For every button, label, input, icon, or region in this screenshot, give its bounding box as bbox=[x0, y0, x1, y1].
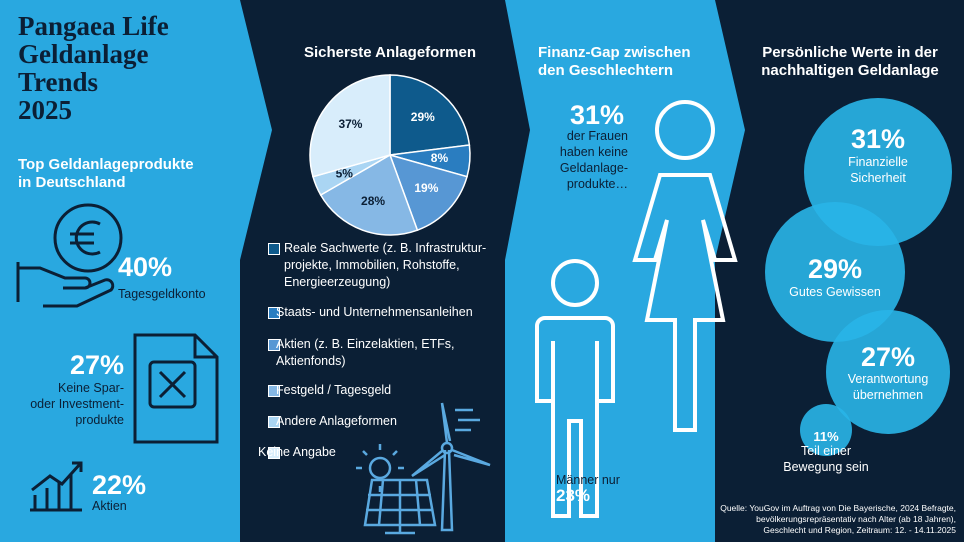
legend-swatch bbox=[268, 385, 280, 397]
stat-label: Teil einer Bewegung sein bbox=[783, 444, 869, 474]
legend-label: Staats- und Unternehmensanleihen bbox=[276, 305, 473, 319]
stat-value: 40% bbox=[118, 252, 173, 282]
pie-slice bbox=[389, 74, 471, 156]
stat-value: 31% bbox=[570, 100, 625, 130]
value-circles bbox=[765, 98, 952, 456]
slice-label: 29% bbox=[411, 110, 435, 124]
stat-value: 22% bbox=[92, 470, 147, 500]
panel-gap bbox=[505, 0, 745, 542]
stat-value: 29% bbox=[807, 254, 863, 284]
stat-value: 11% bbox=[813, 429, 839, 444]
slice-label: 8% bbox=[431, 151, 449, 165]
legend-label: Keine Angabe bbox=[258, 445, 336, 459]
stat-label: Gutes Gewissen bbox=[789, 285, 881, 299]
stat-label: Aktien bbox=[92, 499, 127, 513]
pie-slice bbox=[319, 153, 419, 236]
slice-label: 37% bbox=[338, 117, 362, 131]
growth-icon bbox=[30, 461, 83, 512]
section-title: Persönliche Werte in der nachhaltigen Ge… bbox=[761, 44, 939, 79]
stat-label: Tagesgeldkonto bbox=[118, 287, 206, 301]
stat-label: Männer nur bbox=[556, 473, 620, 487]
chart-title: Sicherste Anlageformen bbox=[304, 44, 476, 61]
legend-swatch bbox=[268, 416, 280, 428]
legend-swatch bbox=[268, 307, 280, 319]
pie-slice bbox=[309, 74, 391, 178]
document-icon bbox=[133, 333, 219, 444]
man-icon bbox=[535, 259, 615, 518]
legend-label: Reale Sachwerte (z. B. Infrastruktur- pr… bbox=[284, 241, 487, 289]
legend-label: Andere Anlageformen bbox=[276, 414, 397, 428]
pie-slice bbox=[388, 153, 468, 232]
legend-swatch bbox=[268, 339, 280, 351]
source-note: Quelle: YouGov im Auftrag von Die Bayeri… bbox=[720, 503, 956, 535]
euro-icon bbox=[16, 203, 123, 308]
legend-label: Festgeld / Tagesgeld bbox=[276, 383, 392, 397]
value-circle bbox=[765, 202, 905, 342]
section-title: Finanz-Gap zwischen den Geschlechtern bbox=[538, 44, 691, 79]
section-title: Top Geldanlageprodukte in Deutschland bbox=[18, 156, 194, 191]
stat-value: 27% bbox=[860, 342, 916, 372]
slice-label: 5% bbox=[336, 166, 354, 180]
value-circle bbox=[826, 310, 950, 434]
woman-icon bbox=[632, 100, 738, 432]
stat-value: 27% bbox=[69, 350, 124, 380]
legend-swatch bbox=[268, 447, 280, 459]
stat-label: Keine Spar- oder Investment- produkte bbox=[30, 381, 124, 427]
legend-swatch bbox=[268, 243, 280, 255]
legend-label: Aktien (z. B. Einzelaktien, ETFs, Aktien… bbox=[276, 337, 455, 368]
slice-label: 28% bbox=[361, 194, 385, 208]
pie-chart: 29% 8% 19% 28% 5% 37% bbox=[309, 74, 471, 236]
energy-icon bbox=[356, 402, 491, 535]
slice-label: 19% bbox=[414, 181, 438, 195]
stat-label: der Frauen haben keine Geldanlage- produ… bbox=[559, 129, 628, 191]
page-title: Pangaea Life Geldanlage Trends 2025 bbox=[18, 11, 169, 125]
panel-left bbox=[0, 0, 272, 542]
stat-value: 23% bbox=[556, 486, 591, 505]
value-circle bbox=[800, 404, 852, 456]
stat-label: Finanzielle Sicherheit bbox=[848, 155, 908, 185]
stat-value: 31% bbox=[850, 124, 906, 154]
stat-label: Verantwortung übernehmen bbox=[847, 372, 929, 402]
